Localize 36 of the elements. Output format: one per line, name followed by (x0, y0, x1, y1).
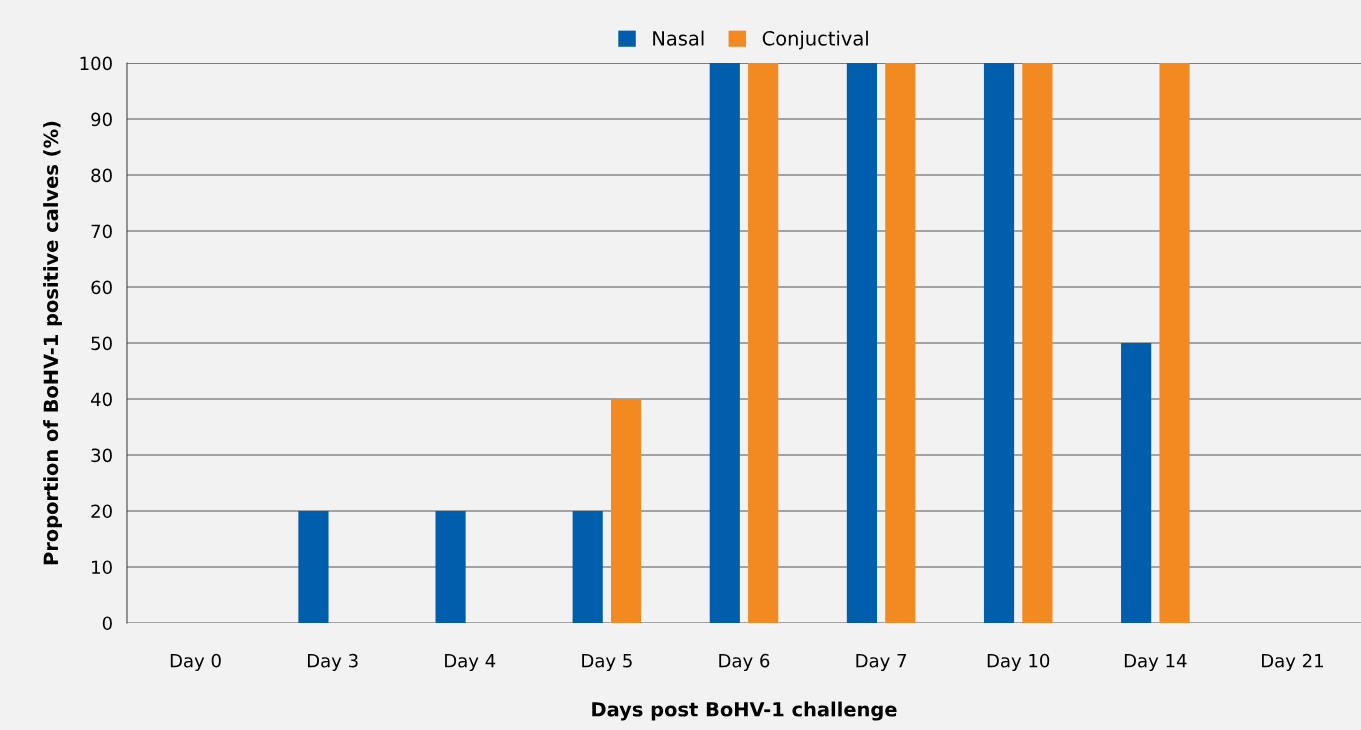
x-tick-label: Day 21 (1262, 653, 1323, 672)
x-tick-label: Day 14 (1124, 654, 1187, 672)
bar (1121, 343, 1152, 623)
x-tick-label: Day 0 (170, 653, 221, 672)
x-tick-label: Day 5 (582, 654, 632, 672)
y-tick-label: 70 (91, 224, 112, 239)
bar (709, 63, 740, 623)
bar (435, 511, 466, 623)
y-axis-title: Proportion of BoHV-1 positive calves (%) (43, 121, 62, 565)
y-tick-label: 100 (80, 56, 112, 71)
y-tick-label: 0 (102, 616, 112, 631)
y-tick-label: 90 (91, 112, 112, 127)
bar (610, 399, 642, 623)
y-tick-label: 30 (91, 448, 112, 463)
bar (885, 63, 916, 623)
legend-label: Conjuctival (762, 30, 868, 50)
legend-label: Nasal (653, 30, 704, 46)
x-tick-label: Day 10 (987, 653, 1050, 672)
y-tick-label: 40 (91, 392, 112, 407)
bar (983, 63, 1015, 623)
bar (1159, 63, 1190, 623)
bar (846, 63, 877, 623)
x-tick-label: Day 6 (719, 653, 770, 672)
bar (298, 511, 329, 623)
x-tick-label: Day 7 (856, 654, 906, 672)
bar (748, 63, 779, 623)
y-tick-label: 80 (91, 168, 112, 183)
bar (572, 511, 603, 623)
y-tick-label: 50 (91, 336, 112, 351)
x-axis-title: Days post BoHV-1 challenge (592, 701, 897, 721)
bar (1022, 63, 1053, 623)
y-tick-label: 10 (92, 560, 112, 575)
x-tick-label: Day 3 (307, 653, 358, 672)
y-tick-label: 20 (91, 504, 112, 519)
y-tick-label: 60 (91, 280, 112, 295)
x-tick-label: Day 4 (445, 654, 496, 672)
